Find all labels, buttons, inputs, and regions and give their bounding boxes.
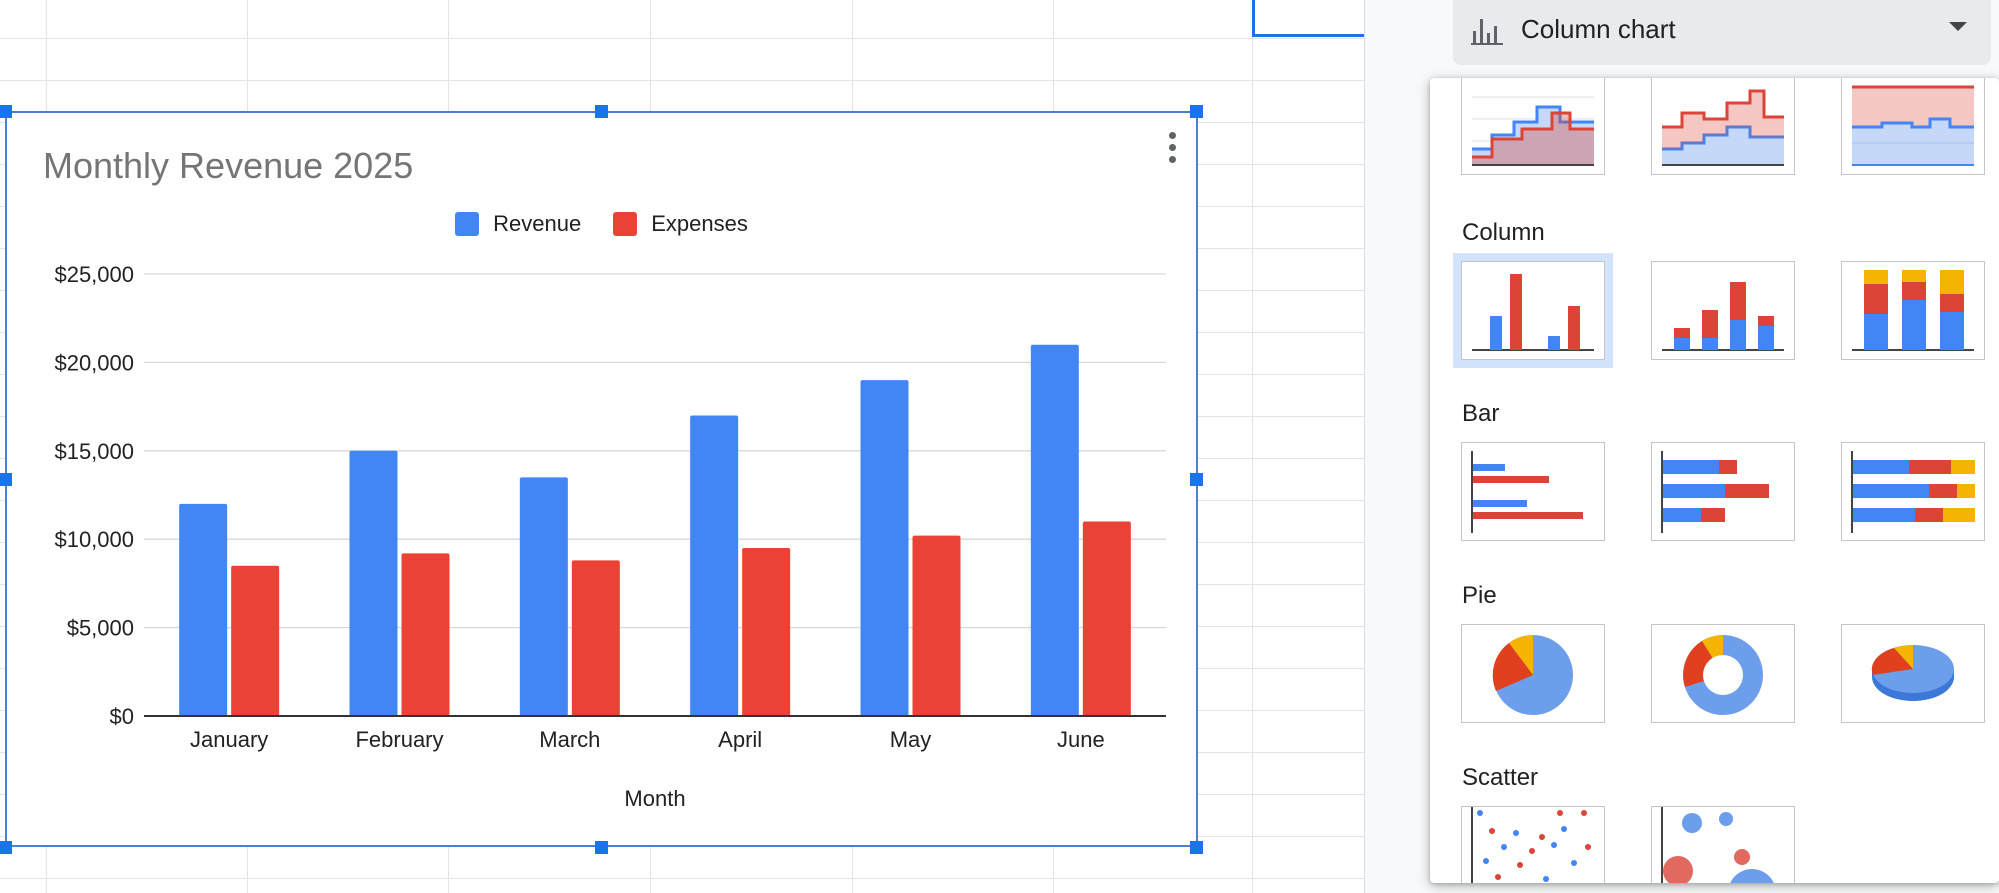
bar-expenses xyxy=(912,535,961,716)
pie-chart-icon[interactable] xyxy=(1461,624,1605,723)
resize-handle-top[interactable] xyxy=(595,105,608,118)
legend-item-expenses: Expenses xyxy=(613,211,748,237)
100-stacked-stepped-area-chart-icon[interactable] xyxy=(1841,78,1985,175)
legend-swatch-expenses xyxy=(613,212,638,236)
bar-revenue xyxy=(179,503,228,716)
y-tick-label: $5,000 xyxy=(67,616,134,641)
grid-line xyxy=(1252,0,1253,893)
y-tick-label: $10,000 xyxy=(54,527,134,552)
chart-type-label: Column chart xyxy=(1521,14,1676,44)
y-tick-label: $20,000 xyxy=(54,350,134,375)
bar-revenue xyxy=(519,477,568,716)
y-tick-label: $0 xyxy=(110,704,134,729)
100-stacked-bar-chart-icon[interactable] xyxy=(1841,442,1985,541)
x-tick-label: January xyxy=(190,727,268,752)
doughnut-chart-icon[interactable] xyxy=(1651,624,1795,723)
vertical-scrollbar[interactable] xyxy=(1364,0,1370,893)
legend-swatch-revenue xyxy=(455,212,480,236)
chart-type-dropdown[interactable]: Column Bar Pie Scatter xyxy=(1430,78,1999,883)
arrow-drop-down-icon xyxy=(1949,22,1967,31)
section-title-scatter: Scatter xyxy=(1462,764,1539,791)
bar-expenses xyxy=(571,560,620,716)
x-tick-label: February xyxy=(355,727,443,752)
resize-handle-left[interactable] xyxy=(0,473,12,486)
chart-object[interactable]: Monthly Revenue 2025 Revenue Expenses $0… xyxy=(5,111,1198,847)
x-axis-title: Month xyxy=(624,786,685,811)
section-title-pie: Pie xyxy=(1462,582,1497,609)
x-tick-label: May xyxy=(890,727,932,752)
100-stacked-column-chart-icon[interactable] xyxy=(1841,261,1985,360)
stacked-column-chart-icon[interactable] xyxy=(1651,261,1795,360)
bar-revenue xyxy=(860,380,909,716)
chart-plot-area: $0 $5,000 $10,000 $15,000 $20,000 $25,000 Janu… xyxy=(54,262,1166,811)
y-tick-label: $15,000 xyxy=(54,439,134,464)
bar-expenses xyxy=(1082,521,1131,716)
bar-expenses xyxy=(401,553,450,716)
3d-pie-chart-icon[interactable] xyxy=(1841,624,1985,723)
legend-item-revenue: Revenue xyxy=(455,211,581,237)
legend-label-expenses: Expenses xyxy=(651,211,748,236)
bar-expenses xyxy=(231,565,280,716)
x-tick-label: April xyxy=(718,727,762,752)
chart-legend: Revenue Expenses xyxy=(7,211,1196,237)
bar-revenue xyxy=(690,415,739,716)
grid-line xyxy=(0,878,1370,879)
column-chart-icon xyxy=(1469,10,1509,50)
stacked-bar-chart-icon[interactable] xyxy=(1651,442,1795,541)
stepped-area-chart-icon[interactable] xyxy=(1461,78,1605,175)
bubble-chart-icon[interactable] xyxy=(1651,806,1795,883)
chart-type-select[interactable]: Column chart xyxy=(1453,0,1991,65)
column-chart-icon[interactable] xyxy=(1461,261,1605,360)
resize-handle-top-left[interactable] xyxy=(0,105,12,118)
grid-line xyxy=(0,38,1370,39)
resize-handle-bottom[interactable] xyxy=(595,841,608,854)
resize-handle-bottom-right[interactable] xyxy=(1190,841,1203,854)
legend-label-revenue: Revenue xyxy=(493,211,582,236)
stacked-stepped-area-chart-icon[interactable] xyxy=(1651,78,1795,175)
bar-revenue xyxy=(349,450,398,716)
scroll-up-icon[interactable]: ▲ xyxy=(1364,855,1371,885)
resize-handle-right[interactable] xyxy=(1190,473,1203,486)
bar-expenses xyxy=(742,548,791,716)
bar-revenue xyxy=(1030,344,1079,716)
bar-chart-icon[interactable] xyxy=(1461,442,1605,541)
selected-cell[interactable] xyxy=(1252,0,1370,37)
grid-line xyxy=(0,80,1370,81)
resize-handle-top-right[interactable] xyxy=(1190,105,1203,118)
section-title-bar: Bar xyxy=(1462,400,1500,427)
scatter-chart-icon[interactable] xyxy=(1461,806,1605,883)
x-tick-label: June xyxy=(1057,727,1105,752)
section-title-column: Column xyxy=(1462,219,1545,246)
chart-title: Monthly Revenue 2025 xyxy=(43,145,414,186)
resize-handle-bottom-left[interactable] xyxy=(0,841,12,854)
y-tick-label: $25,000 xyxy=(54,262,134,287)
x-tick-label: March xyxy=(539,727,600,752)
more-vert-icon[interactable] xyxy=(1162,127,1182,167)
